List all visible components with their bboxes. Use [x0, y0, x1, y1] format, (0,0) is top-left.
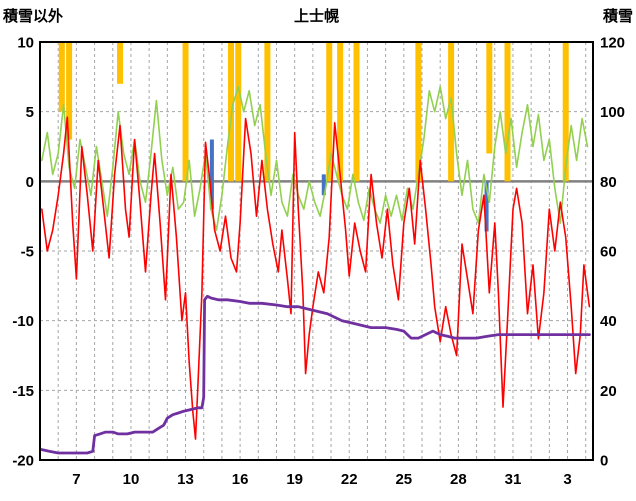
orange-bars — [415, 42, 422, 182]
left-axis-tick-label: 10 — [17, 35, 34, 52]
blue-bars — [484, 181, 489, 232]
x-axis-tick-label: 3 — [563, 471, 571, 488]
orange-bars — [337, 42, 344, 182]
left-axis-tick-label: 5 — [26, 104, 34, 121]
blue-bars — [321, 174, 326, 196]
left-axis-tick-label: -5 — [21, 244, 34, 261]
right-axis-tick-label: 120 — [600, 35, 625, 52]
blue-bars — [209, 139, 214, 210]
green-line — [40, 85, 589, 231]
orange-bars — [58, 42, 65, 112]
left-axis-tick-label: 0 — [26, 174, 34, 191]
orange-bars — [562, 42, 569, 182]
orange-bars — [66, 42, 73, 140]
x-axis-tick-label: 10 — [123, 471, 140, 488]
left-axis-title: 積雪以外 — [3, 8, 64, 25]
right-axis-title: 積雪 — [602, 8, 633, 25]
orange-bars — [448, 42, 455, 182]
orange-bars — [353, 42, 360, 182]
left-axis-tick-label: -20 — [12, 453, 34, 470]
x-axis-tick-label: 31 — [505, 471, 522, 488]
x-axis-tick-label: 7 — [72, 471, 80, 488]
x-axis-tick-label: 16 — [232, 471, 249, 488]
right-axis-tick-label: 0 — [600, 453, 608, 470]
purple-line — [40, 294, 591, 455]
orange-bars — [326, 42, 333, 182]
red-line — [40, 116, 591, 440]
orange-bars — [504, 42, 511, 182]
chart-title: 上士幌 — [293, 8, 339, 25]
x-axis-tick-label: 19 — [286, 471, 303, 488]
orange-bars — [486, 42, 493, 154]
orange-bars — [228, 42, 235, 182]
x-axis-tick-label: 22 — [341, 471, 358, 488]
orange-bars — [264, 42, 271, 182]
left-axis-tick-label: -10 — [12, 313, 34, 330]
orange-bars — [182, 42, 189, 182]
right-axis-tick-label: 60 — [600, 244, 617, 261]
x-axis-tick-label: 13 — [177, 471, 194, 488]
orange-bars — [235, 42, 242, 182]
right-axis-tick-label: 100 — [600, 104, 625, 121]
right-axis-tick-label: 20 — [600, 383, 617, 400]
plot-frame — [39, 41, 594, 461]
x-axis-tick-label: 25 — [395, 471, 412, 488]
left-axis-tick-label: -15 — [12, 383, 34, 400]
right-axis-tick-label: 80 — [600, 174, 617, 191]
right-axis-tick-label: 40 — [600, 313, 617, 330]
x-axis-tick-label: 28 — [450, 471, 467, 488]
orange-bars — [117, 42, 124, 84]
